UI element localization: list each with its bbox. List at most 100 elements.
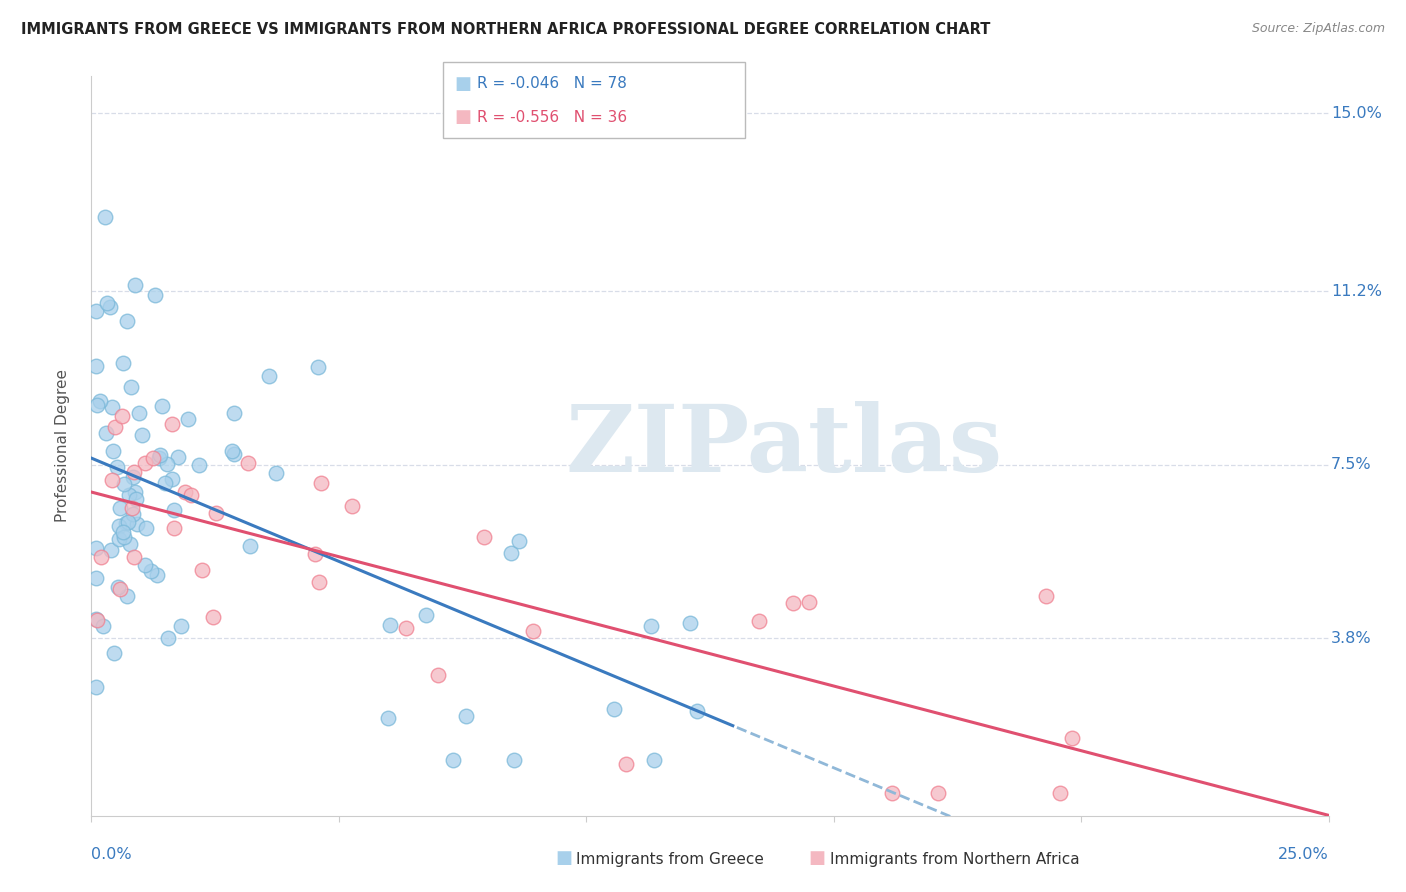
Point (643, 753, 665, 767)
Point (167, 450, 190, 464)
Point (499, 546, 522, 560)
Point (202, 609, 225, 624)
Text: R = -0.556   N = 36: R = -0.556 N = 36 (477, 110, 627, 125)
Text: ■: ■ (454, 108, 471, 126)
Point (427, 667, 450, 681)
Text: ■: ■ (454, 75, 471, 93)
Point (799, 595, 821, 609)
Point (90, 549, 112, 564)
Point (308, 575, 330, 590)
Point (86, 359, 108, 373)
Point (100, 400, 122, 414)
Text: 0.0%: 0.0% (91, 847, 132, 862)
Point (748, 614, 770, 628)
Point (163, 521, 186, 535)
Point (603, 702, 626, 716)
Point (135, 521, 157, 535)
Text: ZIPatlas: ZIPatlas (565, 401, 1002, 491)
Point (101, 473, 124, 487)
Point (108, 582, 131, 596)
Point (117, 515, 139, 529)
Point (86, 398, 108, 412)
Point (112, 356, 135, 370)
Point (134, 456, 156, 470)
Point (678, 615, 700, 630)
Point (163, 503, 186, 517)
Point (108, 532, 131, 546)
Y-axis label: Professional Degree: Professional Degree (55, 369, 70, 523)
Point (86, 612, 108, 626)
Point (98, 300, 121, 314)
Point (146, 568, 169, 582)
Point (415, 608, 437, 623)
Point (143, 287, 166, 301)
Point (238, 456, 260, 470)
Point (121, 501, 143, 516)
Point (180, 488, 202, 502)
Point (188, 458, 211, 472)
Point (141, 564, 163, 578)
Point (221, 444, 243, 458)
Point (100, 542, 122, 557)
Point (128, 406, 150, 420)
Point (927, 786, 949, 800)
Point (686, 704, 709, 718)
Point (89, 393, 111, 408)
Point (112, 530, 135, 544)
Point (107, 580, 129, 594)
Point (522, 624, 544, 638)
Text: Immigrants from Northern Africa: Immigrants from Northern Africa (830, 852, 1080, 867)
Point (112, 525, 135, 540)
Point (503, 753, 526, 767)
Point (131, 428, 153, 442)
Point (150, 399, 173, 413)
Point (86, 613, 108, 627)
Point (115, 314, 138, 328)
Point (224, 407, 246, 421)
Text: 25.0%: 25.0% (1278, 847, 1329, 862)
Point (782, 596, 804, 610)
Point (259, 369, 281, 384)
Point (112, 477, 135, 491)
Point (121, 380, 143, 394)
Point (264, 466, 287, 480)
Point (86, 681, 108, 695)
Point (456, 708, 478, 723)
Point (309, 475, 332, 490)
Point (222, 447, 245, 461)
Point (156, 457, 179, 471)
Point (880, 786, 903, 800)
Point (94, 425, 117, 440)
Point (340, 499, 363, 513)
Point (395, 621, 418, 635)
Point (108, 518, 131, 533)
Point (640, 619, 662, 633)
Point (103, 646, 125, 660)
Text: ■: ■ (808, 849, 825, 867)
Point (378, 617, 401, 632)
Point (110, 409, 132, 424)
Point (170, 619, 193, 633)
Point (124, 484, 146, 499)
Point (105, 459, 128, 474)
Point (153, 476, 176, 491)
Point (118, 537, 141, 551)
Point (86, 571, 108, 585)
Point (127, 516, 149, 531)
Point (91, 618, 114, 632)
Text: R = -0.046   N = 78: R = -0.046 N = 78 (477, 76, 627, 91)
Text: IMMIGRANTS FROM GREECE VS IMMIGRANTS FROM NORTHERN AFRICA PROFESSIONAL DEGREE CO: IMMIGRANTS FROM GREECE VS IMMIGRANTS FRO… (21, 22, 990, 37)
Point (174, 484, 197, 499)
Point (124, 492, 146, 507)
Point (443, 753, 465, 767)
Point (86, 541, 108, 556)
Point (304, 547, 326, 561)
Point (1062, 731, 1084, 745)
Point (239, 539, 262, 553)
Point (148, 450, 170, 465)
Point (96, 296, 118, 310)
Point (177, 412, 200, 426)
Text: Immigrants from Greece: Immigrants from Greece (576, 852, 765, 867)
Text: ■: ■ (555, 849, 572, 867)
Point (124, 466, 146, 480)
